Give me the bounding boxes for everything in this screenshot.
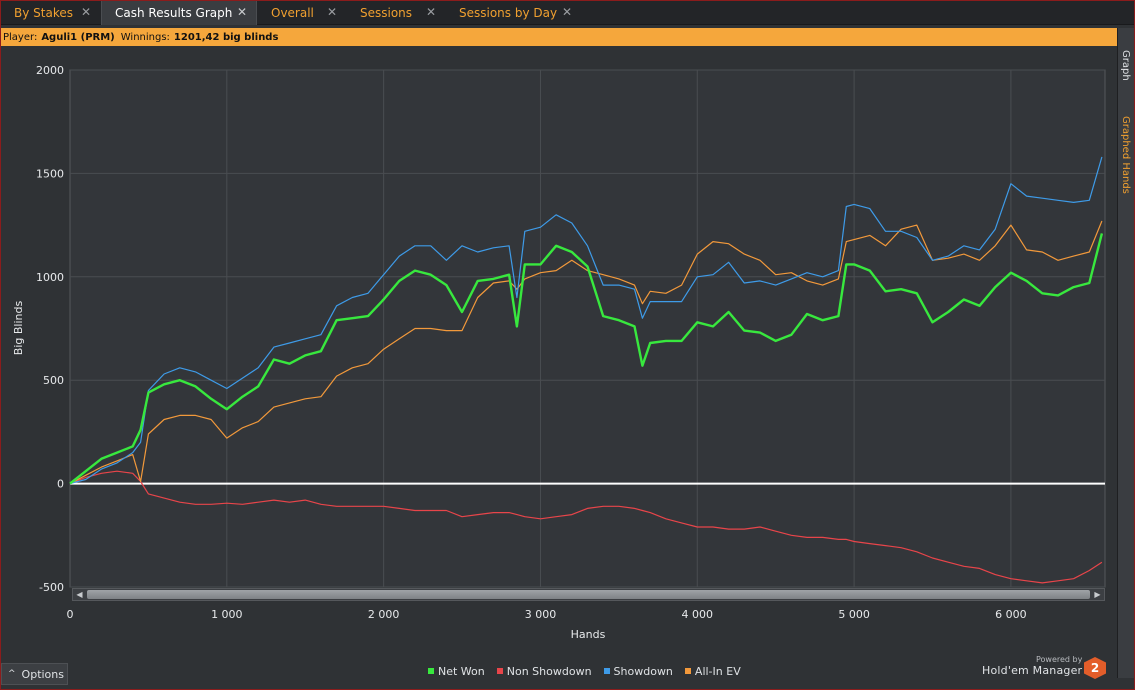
close-icon[interactable]: ✕ (425, 5, 436, 19)
player-label: Player: (3, 31, 38, 43)
series-net-won (69, 233, 1104, 485)
hm2-logo-icon: 2 (1084, 657, 1106, 679)
legend-swatch (603, 668, 610, 674)
tab-sessions[interactable]: Sessions ✕ (347, 1, 445, 25)
chart-scrollbar[interactable]: ◀ ▶ (72, 588, 1105, 601)
tab-cash-results-graph[interactable]: Cash Results Graph ✕ (101, 1, 257, 25)
grid-lines (70, 69, 1105, 588)
series-all-in-ev (69, 220, 1103, 485)
player-name: Aguli1 (PRM) (41, 31, 115, 43)
series-group (69, 156, 1104, 584)
brand-logo: Powered by Hold'em Manager 2 (980, 654, 1108, 682)
options-label: Options (21, 667, 64, 681)
options-button[interactable]: ^ Options (1, 663, 68, 685)
x-tick-label: 4 000 (682, 608, 714, 621)
x-tick-label: 6 000 (995, 608, 1027, 621)
winnings-value: 1201,42 big blinds (173, 31, 279, 43)
brand-name: Hold'em Manager (982, 664, 1083, 677)
tab-label: Sessions (360, 6, 413, 20)
tab-label: Sessions by Day (459, 6, 558, 20)
y-tick-label: 500 (43, 374, 64, 387)
y-tick-label: 1000 (36, 271, 64, 284)
legend-label: All-In EV (694, 664, 741, 678)
y-axis-ticks: -500 0 500 1000 1500 2000 (36, 64, 64, 594)
legend-item[interactable]: All-In EV (684, 664, 741, 678)
y-tick-label: 2000 (36, 64, 64, 77)
legend-item[interactable]: Net Won (428, 664, 485, 678)
side-tab-graphed-hands[interactable]: Graphed Hands (1120, 116, 1131, 194)
legend-label: Showdown (613, 664, 673, 678)
close-icon[interactable]: ✕ (236, 5, 247, 19)
tab-label: Overall (271, 6, 314, 20)
x-tick-label: 1 000 (211, 608, 243, 621)
series-non-showdown (69, 470, 1103, 584)
x-tick-label: 3 000 (525, 608, 557, 621)
close-icon[interactable]: ✕ (80, 5, 91, 19)
scroll-left-icon[interactable]: ◀ (76, 590, 83, 599)
chart-legend: Net Won Non Showdown Showdown All-In EV (428, 664, 741, 678)
legend-item[interactable]: Showdown (603, 664, 673, 678)
y-axis-title: Big Blinds (12, 301, 25, 356)
legend-item[interactable]: Non Showdown (496, 664, 592, 678)
y-tick-label: 1500 (36, 167, 64, 180)
side-tab-graph[interactable]: Graph (1120, 50, 1131, 81)
tab-label: By Stakes (14, 6, 73, 20)
scroll-right-icon[interactable]: ▶ (1094, 590, 1101, 599)
powered-by-text: Powered by (1036, 655, 1083, 664)
legend-swatch (428, 668, 434, 674)
scroll-thumb[interactable] (87, 590, 1090, 599)
legend-swatch (684, 668, 691, 674)
series-showdown (69, 156, 1103, 485)
tab-label: Cash Results Graph (115, 6, 233, 20)
x-axis-ticks: 0 1 000 2 000 3 000 4 000 5 000 6 000 (67, 608, 1027, 621)
legend-swatch (496, 668, 503, 674)
y-tick-label: -500 (39, 581, 64, 594)
player-info-bar: Player: Aguli1 (PRM) Winnings: 1201,42 b… (1, 28, 1117, 46)
tab-by-stakes[interactable]: By Stakes ✕ (1, 1, 100, 25)
side-panel: Graph Graphed Hands (1117, 28, 1134, 678)
close-icon[interactable]: ✕ (326, 5, 337, 19)
winnings-label: Winnings: (120, 31, 170, 43)
x-axis-title: Hands (571, 628, 606, 641)
tab-bar: By Stakes ✕ Cash Results Graph ✕ Overall… (1, 1, 1134, 25)
x-tick-label: 0 (67, 608, 74, 621)
legend-label: Net Won (438, 664, 485, 678)
y-tick-label: 0 (57, 478, 64, 491)
chevron-up-icon: ^ (8, 669, 16, 679)
close-icon[interactable]: ✕ (561, 5, 572, 19)
tab-overall[interactable]: Overall ✕ (258, 1, 346, 25)
x-tick-label: 5 000 (838, 608, 870, 621)
x-tick-label: 2 000 (368, 608, 400, 621)
tab-sessions-by-day[interactable]: Sessions by Day ✕ (446, 1, 581, 25)
plot-area (69, 69, 1106, 588)
legend-label: Non Showdown (506, 664, 592, 678)
